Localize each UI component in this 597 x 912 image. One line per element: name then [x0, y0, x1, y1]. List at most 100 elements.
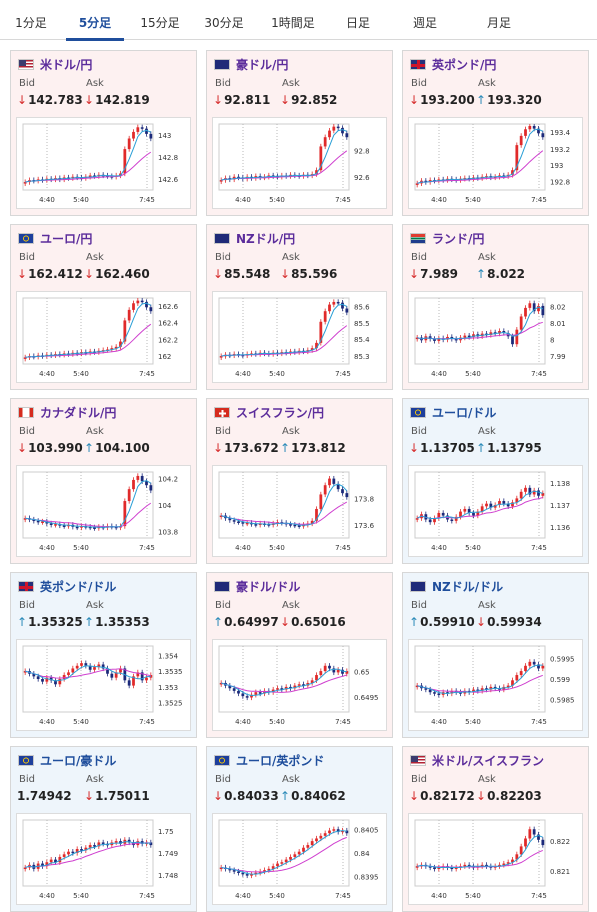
rate-card[interactable]: NZドル/円 Bid Ask ↓85.548 ↓85.596 85.6 85.5 85.4 85…: [206, 224, 393, 390]
candle-body: [136, 672, 140, 677]
currency-pair-link[interactable]: ユーロ/ドル: [432, 405, 497, 420]
ask-value-text: 8.022: [487, 267, 526, 281]
candle-body: [476, 511, 480, 516]
candlestick-chart[interactable]: 0.5995 0.599 0.5985 4:40 5:40 7:45: [408, 639, 583, 731]
candlestick-chart[interactable]: 0.8405 0.84 0.8395 4:40 5:40 7:45: [212, 813, 387, 905]
x-tick-label: 4:40: [431, 544, 447, 552]
candlestick-chart[interactable]: 143 142.8 142.6 4:40 5:40 7:45: [16, 117, 191, 209]
currency-pair-link[interactable]: ユーロ/英ポンド: [236, 753, 325, 768]
rate-card[interactable]: カナダドル/円 Bid Ask ↓103.990 ↑104.100 104.2 104 103…: [10, 398, 197, 564]
candle-body: [428, 519, 432, 523]
candle-body: [254, 872, 258, 875]
rate-card[interactable]: 米ドル/スイスフラン Bid Ask ↓0.82172 ↓0.82203 0.822 0.8…: [402, 746, 589, 912]
currency-pair-link[interactable]: NZドル/円: [236, 231, 296, 246]
candle-body: [532, 303, 536, 312]
currency-pair-link[interactable]: スイスフラン/円: [236, 405, 325, 420]
candle-body: [332, 668, 336, 673]
currency-pair-link[interactable]: 米ドル/スイスフラン: [432, 753, 545, 768]
currency-pair-link[interactable]: 英ポンド/ドル: [40, 579, 117, 594]
candle-body: [258, 692, 262, 694]
card-header: ランド/円: [410, 230, 484, 246]
x-tick-label: 5:40: [269, 892, 285, 900]
rate-card[interactable]: 英ポンド/ドル Bid Ask ↑1.35325 ↑1.35353 1.354 1.3535…: [10, 572, 197, 738]
candle-body: [219, 356, 223, 358]
rate-card[interactable]: 豪ドル/円 Bid Ask ↓92.811 ↓92.852 92.8 92.6 4:40 5:4…: [206, 50, 393, 216]
candlestick-chart[interactable]: 1.75 1.749 1.748 4:40 5:40 7:45: [16, 813, 191, 905]
candle-body: [476, 334, 480, 337]
candlestick-chart[interactable]: 92.8 92.6 4:40 5:40 7:45: [212, 117, 387, 209]
candle-body: [506, 862, 510, 864]
up-arrow-icon: ↑: [409, 615, 420, 629]
currency-pair-link[interactable]: 豪ドル/ドル: [236, 579, 301, 594]
rate-card[interactable]: 豪ドル/ドル Bid Ask ↑0.64997 ↓0.65016 0.65 0.6495 4:…: [206, 572, 393, 738]
rate-card[interactable]: ユーロ/ドル Bid Ask ↓1.13705 ↑1.13795 1.138 1.137 1.…: [402, 398, 589, 564]
rate-card[interactable]: ユーロ/豪ドル Bid Ask 1.74942 ↓1.75011 1.75 1.749 1.7…: [10, 746, 197, 912]
currency-pair-link[interactable]: 英ポンド/円: [432, 57, 497, 72]
candlestick-chart[interactable]: 173.8 173.6 4:40 5:40 7:45: [212, 465, 387, 557]
x-tick-label: 5:40: [465, 370, 481, 378]
bid-value-text: 92.811: [224, 93, 271, 107]
tab-4[interactable]: 1時間足: [271, 16, 315, 30]
candlestick-chart[interactable]: 8.02 8.01 8 7.99 4:40 5:40 7:45: [408, 291, 583, 383]
candle-body: [437, 693, 441, 696]
candlestick-chart[interactable]: 193.4 193.2 193 192.8 4:40 5:40 7:45: [408, 117, 583, 209]
candle-body: [515, 329, 519, 345]
candlestick-chart[interactable]: 162.6 162.4 162.2 162 4:40 5:40 7:45: [16, 291, 191, 383]
slow-ma-line: [25, 668, 151, 679]
candle-body: [136, 300, 140, 304]
currency-pair-link[interactable]: ユーロ/豪ドル: [40, 753, 117, 768]
eu-flag-icon: [18, 232, 34, 244]
fast-ma-line: [416, 490, 543, 519]
tab-5[interactable]: 日足: [345, 16, 370, 30]
y-tick-label: 1.749: [158, 850, 178, 858]
candle-body: [511, 680, 514, 686]
candle-body: [49, 523, 53, 525]
currency-pair-link[interactable]: NZドル/ドル: [432, 579, 504, 594]
currency-pair-link[interactable]: ユーロ/円: [40, 231, 93, 246]
fast-ma-line: [417, 306, 543, 340]
tab-6[interactable]: 週足: [412, 16, 437, 30]
candlestick-chart[interactable]: 104.2 104 103.8 4:40 5:40 7:45: [16, 465, 191, 557]
rate-card[interactable]: スイスフラン/円 Bid Ask ↓173.672 ↑173.812 173.8 173.6…: [206, 398, 393, 564]
currency-pair-link[interactable]: 米ドル/円: [40, 57, 93, 72]
currency-pair-link[interactable]: 豪ドル/円: [236, 57, 289, 72]
tab-2[interactable]: 15分足: [140, 16, 180, 30]
x-tick-label: 5:40: [269, 370, 285, 378]
bid-value: ↓103.990: [17, 441, 83, 455]
candlestick-chart[interactable]: 1.354 1.3535 1.353 1.3525 4:40 5:40 7:45: [16, 639, 191, 731]
ask-label: Ask: [478, 426, 496, 437]
tab-0[interactable]: 1分足: [15, 16, 47, 30]
candle-body: [528, 487, 532, 495]
rate-card[interactable]: ユーロ/英ポンド Bid Ask ↓0.84033 ↑0.84062 0.8405 0.84…: [206, 746, 393, 912]
y-tick-label: 104: [158, 502, 172, 510]
bid-value-text: 173.672: [224, 441, 279, 455]
slow-ma-line: [417, 849, 543, 868]
candle-body: [472, 689, 475, 693]
y-tick-label: 104.2: [158, 476, 178, 484]
candle-body: [289, 856, 292, 860]
chart-plot-frame: [414, 471, 546, 539]
bid-label: Bid: [411, 78, 427, 89]
card-header: 米ドル/スイスフラン: [410, 752, 544, 768]
rate-card[interactable]: 英ポンド/円 Bid Ask ↓193.200 ↑193.320 193.4 193.2 19…: [402, 50, 589, 216]
bid-value-text: 7.989: [420, 267, 459, 281]
candle-body: [101, 664, 105, 669]
candlestick-chart[interactable]: 0.65 0.6495 4:40 5:40 7:45: [212, 639, 387, 731]
candle-body: [315, 675, 318, 681]
rate-card[interactable]: 米ドル/円 Bid Ask ↓142.783 ↓142.819 143 142.8 142.6…: [10, 50, 197, 216]
tab-7[interactable]: 月足: [486, 16, 511, 30]
tab-1[interactable]: 5分足: [62, 0, 128, 41]
candlestick-chart[interactable]: 1.138 1.137 1.136 4:40 5:40 7:45: [408, 465, 583, 557]
candle-body: [297, 851, 301, 855]
rate-card[interactable]: ユーロ/円 Bid Ask ↓162.412 ↓162.460 162.6 162.4 162…: [10, 224, 197, 390]
currency-pair-link[interactable]: カナダドル/円: [40, 405, 117, 420]
candlestick-chart[interactable]: 0.822 0.821 4:40 5:40 7:45: [408, 813, 583, 905]
fast-ma-line: [417, 834, 543, 868]
rate-card[interactable]: ランド/円 Bid Ask ↓7.989 ↑8.022 8.02 8.01 8 7.99 4:40…: [402, 224, 589, 390]
y-tick-label: 7.99: [550, 353, 566, 361]
candlestick-chart[interactable]: 85.6 85.5 85.4 85.3 4:40 5:40 7:45: [212, 291, 387, 383]
ask-value: ↓1.75011: [84, 789, 150, 803]
rate-card[interactable]: NZドル/ドル Bid Ask ↑0.59910 ↓0.59934 0.5995 0.599…: [402, 572, 589, 738]
tab-3[interactable]: 30分足: [204, 16, 244, 30]
currency-pair-link[interactable]: ランド/円: [432, 231, 485, 246]
